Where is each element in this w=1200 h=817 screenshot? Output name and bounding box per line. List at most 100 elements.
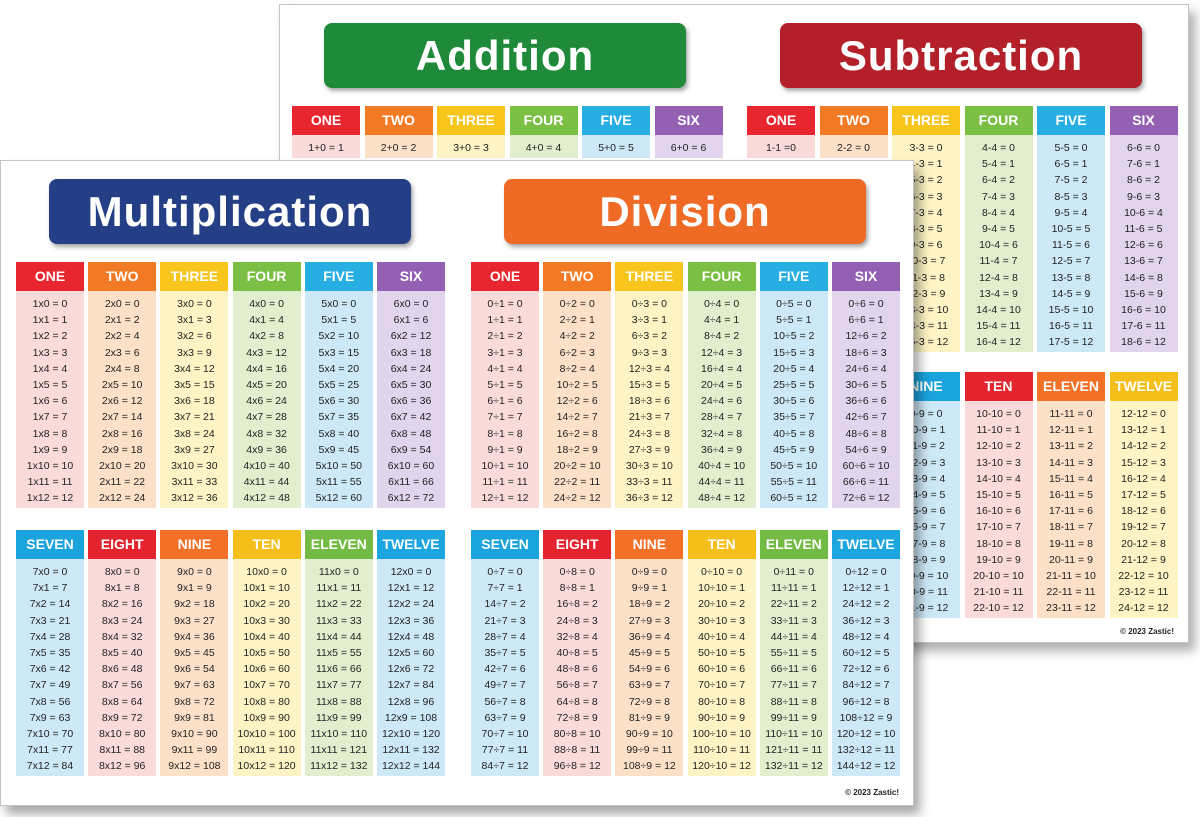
fact-cell: 22-10 = 12 (973, 602, 1024, 615)
division-column-header: TEN (687, 530, 756, 559)
fact-cell: 7x1 = 7 (32, 582, 68, 595)
fact-cell: 1x7 = 7 (32, 411, 68, 424)
fact-cell: 144÷12 = 12 (836, 760, 896, 773)
fact-cell: 4+0 = 4 (525, 142, 562, 154)
fact-cell: 1x9 = 9 (32, 443, 68, 456)
fact-cell: 48÷8 = 6 (556, 663, 598, 676)
fact-cell: 2x6 = 12 (101, 395, 143, 408)
fact-cell: 18÷2 = 9 (556, 443, 598, 456)
fact-cell: 3x2 = 6 (177, 330, 212, 343)
division-column-body: 0÷12 = 0 12÷12 = 1 24÷12 = 2 36÷12 = 3 48÷12… (832, 559, 900, 777)
fact-cell: 8x2 = 16 (101, 598, 143, 611)
fact-cell: 21÷3 = 7 (628, 411, 670, 424)
fact-cell: 14-6 = 8 (1124, 271, 1163, 284)
fact-cell: 5x12 = 60 (315, 492, 362, 505)
fact-cell: 13-4 = 9 (979, 287, 1018, 300)
fact-cell: 16-4 = 12 (976, 336, 1021, 349)
fact-cell: 1x4 = 4 (32, 362, 68, 375)
fact-cell: 36÷3 = 12 (625, 492, 673, 505)
fact-cell: 1x10 = 10 (26, 459, 74, 472)
fact-cell: 7x9 = 63 (29, 711, 71, 724)
multiplication-column-body: 9x0 = 0 9x1 = 9 9x2 = 18 9x3 = 27 9x4 = 36 9x… (160, 559, 229, 777)
fact-cell: 9x7 = 63 (174, 679, 215, 692)
fact-cell: 8÷4 = 2 (703, 330, 740, 343)
fact-cell: 12-5 = 7 (1051, 255, 1091, 268)
fact-cell: 5-5 = 0 (1054, 142, 1088, 154)
subtraction-column-header: ELEVEN (1037, 372, 1105, 401)
copyright-back: © 2023 Zastic! (1120, 627, 1174, 636)
subtraction-column-one: ONE 1-1 =0 (747, 106, 815, 159)
fact-cell: 9x10 = 90 (171, 727, 218, 740)
fact-cell: 4x6 = 24 (246, 395, 287, 408)
fact-cell: 4x1 = 4 (249, 314, 284, 327)
division-column-body: 0÷8 = 0 8÷8 = 1 16÷8 = 2 24÷8 = 3 32÷8 = 4 40… (543, 559, 612, 777)
fact-cell: 96÷12 = 8 (842, 695, 890, 708)
multiplication-column-ten: TEN 10x0 = 0 10x1 = 10 10x2 = 20 10x3 = 30 10… (232, 530, 301, 777)
fact-cell: 2x0 = 0 (104, 298, 140, 310)
fact-cell: 3÷3 = 1 (631, 314, 668, 327)
fact-cell: 10x4 = 40 (243, 630, 290, 643)
addition-subtraction-sheet: Addition Subtraction ONE 1+0 = 1 TWO 2+0 = … (279, 4, 1189, 643)
division-column-three: THREE 0÷3 = 0 3÷3 = 1 6÷3 = 2 9÷3 = 3 12÷3 = … (615, 262, 684, 509)
fact-cell: 12x11 = 132 (382, 744, 440, 757)
fact-cell: 32÷4 = 8 (701, 427, 743, 440)
fact-cell: 120÷10 = 12 (692, 760, 751, 773)
fact-cell: 15-6 = 9 (1124, 287, 1163, 300)
multiplication-column-header: ELEVEN (304, 530, 373, 559)
multiplication-column-header: TEN (232, 530, 301, 559)
fact-cell: 12-11 = 1 (1049, 424, 1093, 437)
fact-cell: 5÷5 = 1 (776, 314, 812, 327)
division-column-nine: NINE 0÷9 = 0 9÷9 = 1 18÷9 = 2 27÷9 = 3 36÷9 =… (615, 530, 684, 777)
fact-cell: 6+0 = 6 (670, 142, 707, 154)
fact-cell: 72÷6 = 12 (842, 492, 890, 505)
fact-cell: 7-4 = 3 (982, 190, 1015, 203)
multiplication-division-sheet: Multiplication Division ONE 1x0 = 0 1x1 = … (0, 160, 914, 806)
fact-cell: 8÷1 = 8 (487, 427, 523, 440)
fact-cell: 10-3 = 7 (906, 255, 946, 268)
fact-cell: 108÷12 = 9 (839, 711, 893, 724)
addition-title: Addition (324, 23, 686, 88)
fact-cell: 9x12 = 108 (168, 760, 221, 773)
fact-cell: 18-6 = 12 (1121, 336, 1166, 349)
multiplication-column-header: EIGHT (88, 530, 157, 559)
fact-cell: 6x11 = 66 (388, 476, 434, 489)
fact-cell: 9x5 = 45 (174, 646, 215, 659)
fact-cell: 6x12 = 72 (387, 492, 435, 505)
fact-cell: 24-12 = 12 (1118, 602, 1169, 615)
multiplication-column-five: FIVE 5x0 = 0 5x1 = 5 5x2 = 10 5x3 = 15 5x4 = … (304, 262, 373, 509)
fact-cell: 120÷12 = 10 (836, 727, 896, 740)
subtraction-column-header: TWO (819, 106, 888, 135)
fact-cell: 16÷2 = 8 (556, 427, 598, 440)
fact-cell: 50÷10 = 5 (698, 646, 746, 659)
fact-cell: 10x12 = 120 (237, 760, 296, 773)
fact-cell: 8x1 = 8 (104, 582, 140, 595)
fact-cell: 70÷10 = 7 (698, 679, 746, 692)
subtraction-column-eleven: ELEVEN 11-11 = 0 12-11 = 1 13-11 = 2 14-11 =… (1037, 372, 1105, 619)
fact-cell: 9-9 = 0 (909, 408, 943, 420)
fact-cell: 66÷6 = 11 (842, 476, 890, 489)
fact-cell: 60÷5 = 12 (770, 492, 818, 505)
subtraction-column-body: 5-5 = 0 6-5 = 1 7-5 = 2 8-5 = 3 9-5 = 4 10-5 … (1037, 135, 1105, 353)
fact-cell: 1x3 = 3 (32, 346, 68, 359)
division-column-twelve: TWELVE 0÷12 = 0 12÷12 = 1 24÷12 = 2 36÷12 = … (832, 530, 900, 777)
fact-cell: 12x9 = 108 (384, 711, 438, 724)
fact-cell: 16-10 = 6 (976, 505, 1021, 518)
fact-cell: 35÷5 = 7 (773, 411, 815, 424)
fact-cell: 7x11 = 77 (27, 744, 73, 757)
fact-cell: 5x4 = 20 (318, 362, 360, 375)
fact-cell: 15-4 = 11 (976, 320, 1021, 333)
fact-cell: 21÷7 = 3 (484, 614, 526, 627)
fact-cell: 21-9 = 12 (903, 602, 949, 615)
fact-cell: 10x0 = 0 (246, 566, 287, 578)
fact-cell: 12÷4 = 3 (701, 346, 743, 359)
fact-cell: 6÷1 = 6 (487, 395, 523, 408)
division-column-five: FIVE 0÷5 = 0 5÷5 = 1 10÷5 = 2 15÷5 = 3 20÷5 =… (759, 262, 828, 509)
fact-cell: 4-4 = 0 (982, 142, 1015, 154)
fact-cell: 13-3 = 10 (903, 303, 949, 316)
fact-cell: 14-5 = 9 (1051, 287, 1091, 300)
subtraction-column-header: TEN (964, 372, 1033, 401)
fact-cell: 10÷1 = 10 (481, 459, 529, 472)
fact-cell: 8x3 = 24 (101, 614, 143, 627)
fact-cell: 10÷2 = 5 (556, 378, 598, 391)
fact-cell: 81÷9 = 9 (628, 711, 670, 724)
